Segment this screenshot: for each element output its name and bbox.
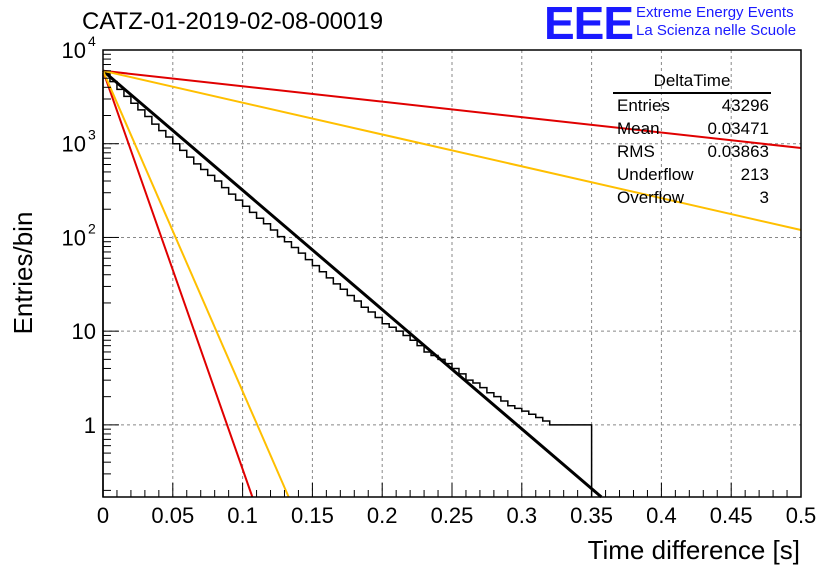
x-axis-label: Time difference [s] [588,535,800,565]
stats-row-rms: RMS 0.03863 [613,140,771,163]
stats-label: Underflow [617,165,694,184]
fit-line [102,70,254,498]
histogram-steps [102,72,593,497]
axis-ticks: 0 0.05 0.1 0.15 0.2 0.25 0.3 0.35 0.4 0.45 0.5 1 10 1… [62,33,817,528]
stats-row-overflow: Overflow 3 [613,186,771,209]
stats-row-entries: Entries 43296 [613,94,771,117]
y-tick-label: 10 [62,132,86,157]
fit-line [102,70,290,498]
y-tick-label: 10 [62,225,86,250]
logo-line-2: La Scienza nelle Scuole [636,22,797,39]
fit-lines [102,69,802,499]
stats-value: 0.03471 [707,119,769,138]
x-tick-label: 0.2 [367,503,398,528]
stats-label: Mean [617,119,660,138]
stats-value: 213 [740,165,769,184]
y-tick-label: 10 [62,38,86,63]
y-tick-exponent: 3 [88,127,96,143]
stats-label: RMS [617,142,655,161]
stats-title: DeltaTime [613,70,771,94]
histogram [102,72,593,497]
stats-label: Overflow [617,188,685,207]
logo-mark: EEE [544,0,634,49]
stats-label: Entries [617,96,670,115]
grid [103,50,801,497]
y-tick-label: 10 [72,319,96,344]
stats-value: 43296 [721,96,769,115]
x-tick-label: 0.25 [431,503,474,528]
y-tick-label: 1 [84,413,96,438]
fit-line [102,69,802,150]
x-tick-label: 0.35 [570,503,613,528]
chart-title: CATZ-01-2019-02-08-00019 [82,8,384,35]
x-tick-label: 0 [97,503,109,528]
x-tick-label: 0.15 [291,503,334,528]
y-tick-exponent: 4 [88,33,96,49]
logo-line-1: Extreme Energy Events [636,4,794,21]
fit-line [102,69,603,499]
stats-box: DeltaTime Entries 43296 Mean 0.03471 RMS… [613,70,771,209]
x-tick-label: 0.4 [646,503,677,528]
x-tick-label: 0.3 [507,503,538,528]
stats-value: 3 [759,188,769,207]
x-tick-label: 0.1 [227,503,258,528]
stats-value: 0.03863 [707,142,769,161]
y-axis-label: Entries/bin [8,212,38,335]
stats-row-underflow: Underflow 213 [613,163,771,186]
x-tick-label: 0.45 [710,503,753,528]
y-tick-exponent: 2 [88,220,96,236]
x-tick-label: 0.5 [786,503,817,528]
stats-row-mean: Mean 0.03471 [613,117,771,140]
x-tick-label: 0.05 [151,503,194,528]
fit-line [102,69,802,231]
